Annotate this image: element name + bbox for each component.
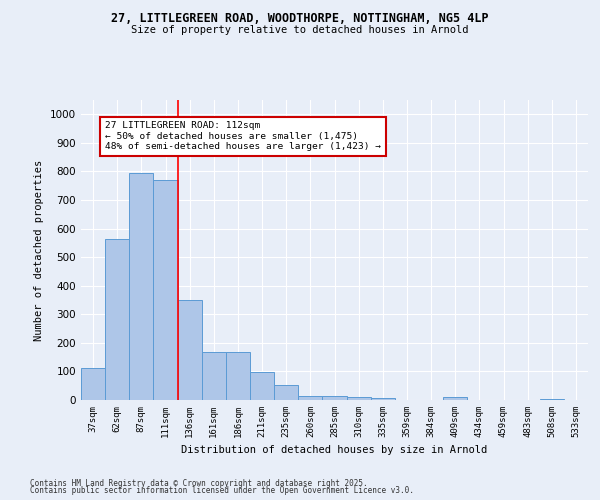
Text: Size of property relative to detached houses in Arnold: Size of property relative to detached ho…	[131, 25, 469, 35]
Y-axis label: Number of detached properties: Number of detached properties	[34, 160, 44, 340]
Bar	[443, 397, 467, 400]
Bar	[129, 173, 154, 400]
Bar	[226, 352, 250, 400]
Bar	[105, 238, 129, 400]
X-axis label: Distribution of detached houses by size in Arnold: Distribution of detached houses by size …	[181, 446, 488, 456]
Text: 27 LITTLEGREEN ROAD: 112sqm
← 50% of detached houses are smaller (1,475)
48% of : 27 LITTLEGREEN ROAD: 112sqm ← 50% of det…	[105, 122, 381, 151]
Bar	[322, 396, 347, 400]
Bar	[371, 398, 395, 400]
Text: Contains public sector information licensed under the Open Government Licence v3: Contains public sector information licen…	[30, 486, 414, 495]
Bar	[202, 352, 226, 400]
Text: 27, LITTLEGREEN ROAD, WOODTHORPE, NOTTINGHAM, NG5 4LP: 27, LITTLEGREEN ROAD, WOODTHORPE, NOTTIN…	[111, 12, 489, 26]
Bar	[81, 368, 105, 400]
Bar	[250, 372, 274, 400]
Bar	[154, 180, 178, 400]
Bar	[178, 300, 202, 400]
Bar	[540, 398, 564, 400]
Text: Contains HM Land Registry data © Crown copyright and database right 2025.: Contains HM Land Registry data © Crown c…	[30, 478, 368, 488]
Bar	[274, 385, 298, 400]
Bar	[298, 396, 322, 400]
Bar	[347, 397, 371, 400]
